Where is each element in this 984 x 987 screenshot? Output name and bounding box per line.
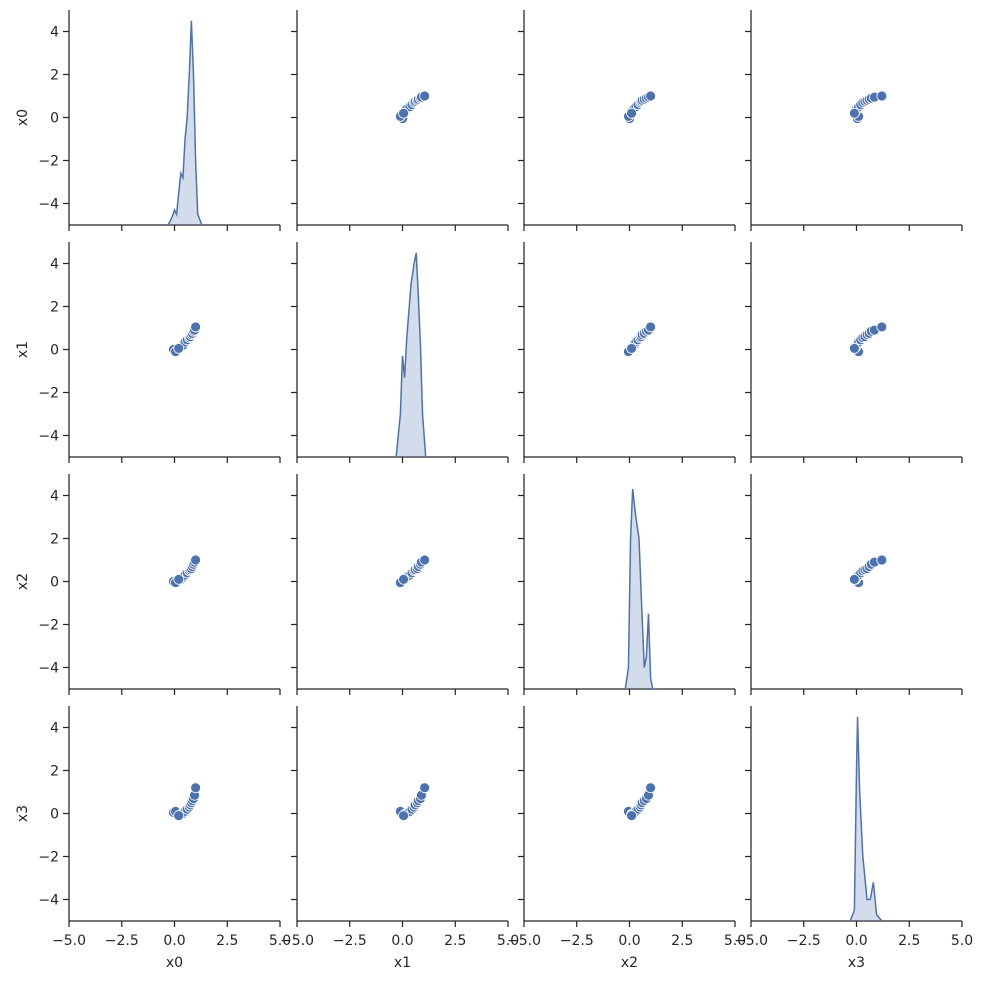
y-tick-label: −2: [38, 850, 59, 866]
x-axis-label: x0: [166, 955, 183, 971]
y-tick-label: 2: [50, 68, 59, 84]
y-tick-label: 2: [50, 764, 59, 780]
kde-area: [850, 716, 882, 921]
scatter-point: [398, 573, 409, 585]
y-axis-label: x3: [15, 805, 31, 822]
y-tick-label: 0: [50, 343, 59, 359]
scatter-point: [419, 90, 431, 102]
scatter-point: [848, 107, 860, 119]
x-tick-label: 2.5: [671, 933, 693, 949]
y-axis-label: x2: [15, 573, 31, 590]
y-axis-label: x0: [15, 109, 31, 126]
y-tick-label: 4: [50, 489, 59, 505]
scatter-point: [419, 554, 431, 566]
y-tick-label: 4: [50, 257, 59, 273]
y-tick-label: −2: [38, 618, 59, 634]
x-tick-label: −5.0: [734, 933, 768, 949]
kde-area: [168, 20, 202, 225]
y-tick-label: −4: [38, 893, 59, 909]
x-tick-label: −2.5: [105, 933, 139, 949]
kde-line: [167, 20, 203, 226]
scatter-point: [173, 810, 185, 822]
scatter-point: [626, 343, 638, 354]
kde-line: [624, 488, 657, 690]
scatter-point: [190, 554, 202, 566]
x-tick-label: −5.0: [52, 933, 86, 949]
x-tick-label: 5.0: [951, 933, 973, 949]
x-tick-label: 2.5: [444, 933, 466, 949]
scatter-point: [876, 90, 888, 102]
y-tick-label: −4: [38, 197, 59, 213]
y-tick-label: 0: [50, 807, 59, 823]
y-tick-label: −4: [38, 429, 59, 445]
y-tick-label: 0: [50, 111, 59, 127]
scatter-point: [876, 321, 888, 333]
scatter-point: [190, 782, 202, 794]
x-tick-label: −5.0: [280, 933, 314, 949]
scatter-point: [645, 90, 656, 102]
scatter-point: [173, 343, 185, 354]
scatter-point: [876, 554, 888, 566]
x-tick-label: −2.5: [560, 933, 594, 949]
kde-line: [849, 716, 883, 922]
x-tick-label: 5.0: [269, 933, 291, 949]
y-tick-label: 4: [50, 721, 59, 737]
x-tick-label: 2.5: [898, 933, 920, 949]
kde-line: [395, 252, 427, 458]
scatter-point: [419, 782, 431, 794]
x-tick-label: 0.0: [391, 933, 413, 949]
y-tick-label: 4: [50, 25, 59, 41]
scatter-point: [626, 810, 638, 822]
x-tick-label: 0.0: [845, 933, 867, 949]
x-axis-label: x2: [621, 955, 638, 971]
scatter-point: [848, 573, 860, 585]
x-tick-label: −2.5: [333, 933, 367, 949]
scatter-point: [645, 782, 656, 794]
scatter-point: [190, 321, 202, 333]
x-tick-label: 5.0: [497, 933, 519, 949]
y-axis-label: x1: [15, 341, 31, 358]
scatter-point: [645, 321, 656, 333]
scatter-point: [848, 343, 860, 354]
scatter-point: [398, 810, 409, 822]
y-tick-label: 0: [50, 575, 59, 591]
scatter-point: [626, 107, 638, 119]
y-tick-label: −2: [38, 386, 59, 402]
x-axis-label: x1: [394, 955, 411, 971]
x-axis-label: x3: [848, 955, 865, 971]
scatter-point: [173, 573, 185, 585]
x-tick-label: 2.5: [216, 933, 238, 949]
x-tick-label: −5.0: [507, 933, 541, 949]
x-tick-label: −2.5: [787, 933, 821, 949]
x-tick-label: 0.0: [618, 933, 640, 949]
y-tick-label: 2: [50, 300, 59, 316]
y-tick-label: −4: [38, 661, 59, 677]
x-tick-label: 5.0: [724, 933, 746, 949]
y-tick-label: −2: [38, 154, 59, 170]
y-tick-label: 2: [50, 532, 59, 548]
x-tick-label: 0.0: [163, 933, 185, 949]
scatter-point: [398, 107, 409, 119]
